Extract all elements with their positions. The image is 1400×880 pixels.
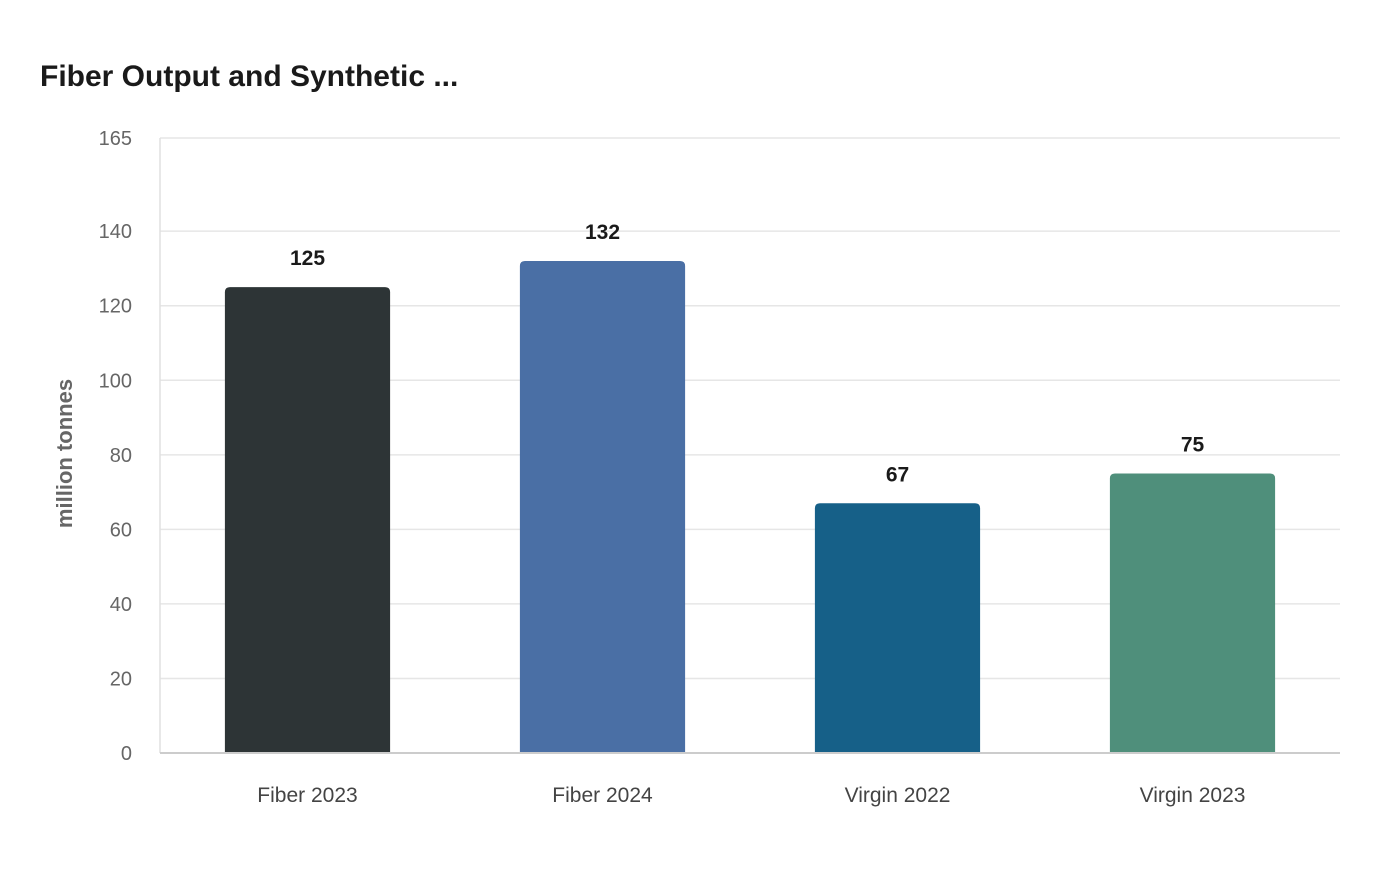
y-tick-label: 0	[121, 743, 132, 765]
data-label: 67	[886, 463, 909, 486]
y-tick-label: 60	[110, 519, 132, 541]
bar	[519, 261, 686, 753]
axes	[159, 138, 1340, 754]
labels: 0 20 40 60 80 100 120 140 165 million tonnes 125 Fi…	[52, 128, 1245, 807]
bar	[814, 503, 981, 753]
data-label: 125	[290, 247, 325, 270]
y-tick-label: 140	[99, 221, 132, 243]
x-tick-label: Virgin 2023	[1140, 784, 1246, 807]
x-tick-label: Fiber 2023	[257, 784, 357, 807]
x-tick-label: Virgin 2022	[845, 784, 951, 807]
y-tick-label: 100	[99, 370, 132, 392]
y-tick-label: 120	[99, 296, 132, 318]
bar	[1109, 473, 1276, 753]
x-tick-label: Fiber 2024	[552, 784, 653, 807]
y-tick-label: 80	[110, 445, 132, 467]
y-tick-label: 20	[110, 668, 132, 690]
data-label: 132	[585, 221, 620, 244]
bar	[224, 287, 391, 753]
bars	[224, 261, 1276, 753]
y-tick-label: 40	[110, 594, 132, 616]
y-tick-label: 165	[99, 128, 132, 150]
chart-title: Fiber Output and Synthetic ...	[40, 60, 459, 93]
y-axis-title: million tonnes	[52, 379, 77, 528]
data-label: 75	[1181, 433, 1205, 456]
